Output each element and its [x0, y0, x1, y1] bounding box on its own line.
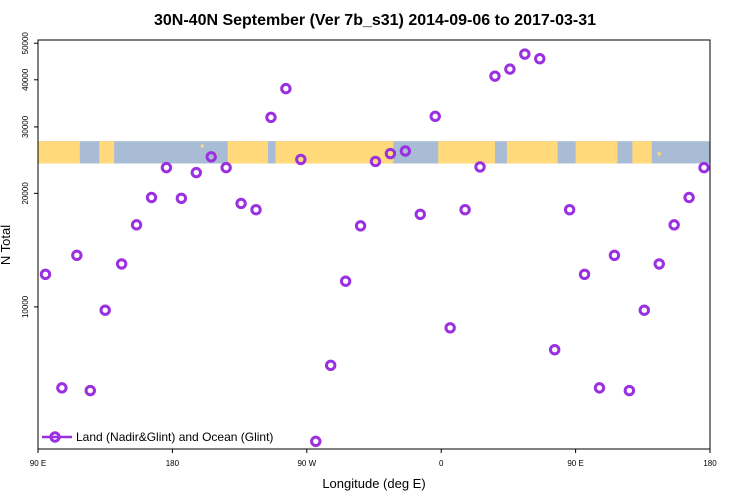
data-point — [339, 275, 352, 287]
data-point — [623, 384, 636, 397]
data-point — [99, 304, 111, 316]
y-tick-label: 30000 — [21, 115, 30, 138]
data-point — [265, 111, 277, 124]
map-land — [227, 141, 257, 164]
data-point — [414, 208, 426, 220]
map-land — [38, 141, 80, 164]
x-tick-label: 90 E — [567, 459, 583, 468]
data-point — [130, 219, 143, 231]
data-point — [593, 382, 606, 394]
data-point — [578, 268, 591, 281]
data-point — [534, 52, 546, 65]
x-axis-title: Longitude (deg E) — [322, 476, 425, 491]
data-point — [459, 203, 471, 216]
data-point — [190, 166, 202, 179]
map-island — [506, 146, 510, 150]
map-island — [657, 152, 661, 156]
plot-frame — [37, 39, 711, 450]
map-land — [575, 141, 618, 164]
data-point — [399, 145, 412, 157]
data-point — [504, 63, 516, 75]
data-points — [39, 48, 710, 448]
data-point — [698, 161, 710, 174]
data-point — [310, 435, 322, 448]
data-point — [608, 249, 621, 262]
x-axis: 90 E 180 90 W 0 90 E 180 — [30, 449, 717, 468]
data-point — [354, 220, 367, 232]
x-tick-label: 0 — [439, 459, 444, 468]
data-point — [324, 359, 337, 372]
data-point — [638, 304, 650, 316]
data-point — [39, 268, 52, 281]
data-point — [175, 192, 188, 205]
data-point — [71, 249, 83, 262]
data-point — [235, 197, 247, 210]
data-point — [56, 382, 68, 394]
y-tick-label: 10000 — [21, 295, 30, 318]
map-island — [200, 144, 204, 148]
data-point — [205, 151, 217, 163]
data-point — [369, 155, 382, 168]
map-land — [506, 141, 558, 164]
data-point — [384, 147, 397, 160]
data-point — [429, 110, 441, 123]
data-point — [295, 153, 307, 166]
data-point — [519, 48, 531, 60]
map-island — [638, 147, 642, 151]
data-point — [548, 344, 561, 356]
legend-label: Land (Nadir&Glint) and Ocean (Glint) — [76, 430, 273, 444]
map-island — [73, 148, 77, 152]
y-axis-title: N Total — [0, 225, 13, 265]
map-land — [438, 141, 495, 164]
data-point — [474, 161, 486, 173]
x-tick-label: 180 — [166, 459, 180, 468]
legend: Land (Nadir&Glint) and Ocean (Glint) — [42, 430, 273, 444]
data-point — [220, 161, 232, 174]
x-tick-label: 90 E — [30, 459, 46, 468]
y-tick-label: 40000 — [21, 68, 30, 91]
data-point — [563, 203, 576, 216]
y-axis: 10000 20000 30000 40000 50000 — [21, 32, 38, 318]
data-point — [280, 82, 292, 95]
map-land — [275, 141, 394, 164]
legend-marker — [49, 431, 61, 443]
chart-title: 30N-40N September (Ver 7b_s31) 2014-09-0… — [154, 12, 596, 29]
data-point — [160, 161, 173, 174]
x-tick-label: 180 — [703, 459, 717, 468]
data-point — [84, 384, 96, 397]
map-land — [632, 141, 652, 164]
y-tick-label: 50000 — [21, 32, 30, 55]
data-point — [145, 191, 158, 204]
data-point — [653, 258, 665, 270]
data-point — [444, 322, 456, 334]
data-point — [683, 191, 695, 204]
map-island — [529, 154, 533, 158]
map-land — [256, 141, 268, 164]
data-point — [115, 258, 128, 270]
x-tick-label: 90 W — [297, 459, 316, 468]
world-map-strip — [38, 141, 710, 164]
map-land — [99, 141, 115, 164]
data-point — [668, 219, 680, 231]
y-tick-label: 20000 — [21, 182, 30, 205]
data-point — [250, 203, 262, 216]
data-point — [489, 70, 501, 82]
